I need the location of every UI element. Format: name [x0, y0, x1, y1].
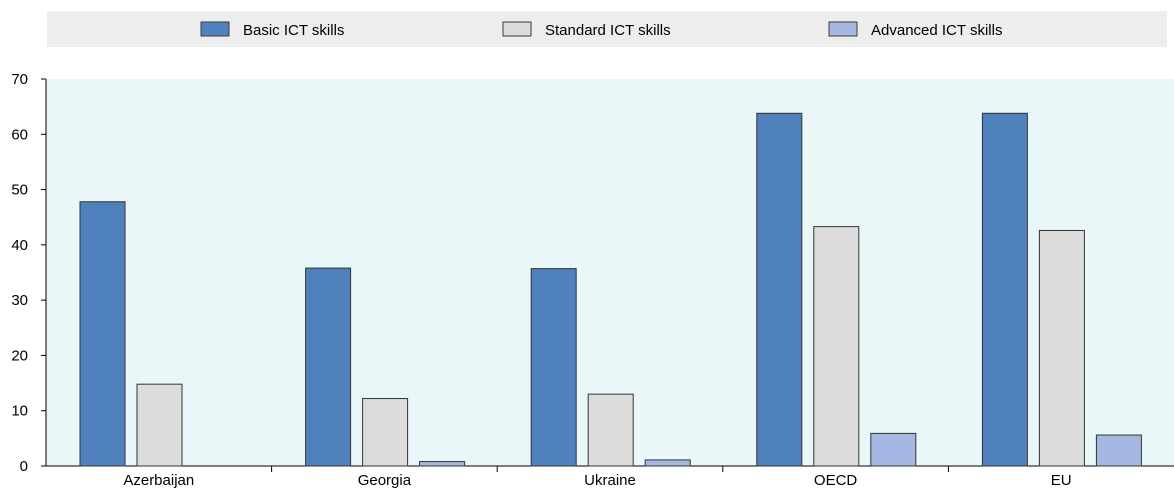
bar-oecd-series-1 [756, 112, 803, 467]
y-tick-label-60: 60 [11, 126, 28, 143]
legend-swatch-2 [502, 21, 532, 37]
x-tick-label-oecd: OECD [814, 472, 858, 489]
bar-georgia-series-1 [305, 267, 352, 467]
bar-ukraine-series-1 [530, 268, 577, 467]
legend-swatch-1 [200, 21, 230, 37]
legend-label-1: Basic ICT skills [243, 22, 344, 39]
bar-oecd-series-2 [813, 226, 860, 467]
x-tick-label-eu: EU [1051, 472, 1072, 489]
bar-oecd-series-3 [870, 432, 917, 467]
y-tick-label-70: 70 [11, 71, 28, 88]
x-tick-label-azerbaijan: Azerbaijan [123, 472, 194, 489]
y-tick-label-40: 40 [11, 237, 28, 254]
legend-background [47, 11, 1167, 47]
y-tick-label-30: 30 [11, 292, 28, 309]
bar-ukraine-series-2 [587, 393, 634, 467]
bar-georgia-series-3 [419, 461, 466, 467]
y-tick-label-50: 50 [11, 182, 28, 199]
bar-georgia-series-2 [362, 398, 409, 467]
legend-label-3: Advanced ICT skills [871, 22, 1002, 39]
bar-azerbaijan-series-1 [79, 201, 126, 467]
legend-label-2: Standard ICT skills [545, 22, 671, 39]
bar-azerbaijan-series-2 [136, 383, 183, 467]
bar-eu-series-1 [981, 112, 1028, 467]
y-tick-label-20: 20 [11, 347, 28, 364]
x-tick-label-georgia: Georgia [358, 472, 412, 489]
legend-swatch-3 [828, 21, 858, 37]
y-tick-label-0: 0 [20, 458, 28, 475]
bar-eu-series-3 [1095, 434, 1142, 467]
y-tick-label-10: 10 [11, 403, 28, 420]
x-tick-label-ukraine: Ukraine [584, 472, 636, 489]
bar-ukraine-series-3 [644, 459, 691, 467]
bar-eu-series-2 [1038, 229, 1085, 467]
